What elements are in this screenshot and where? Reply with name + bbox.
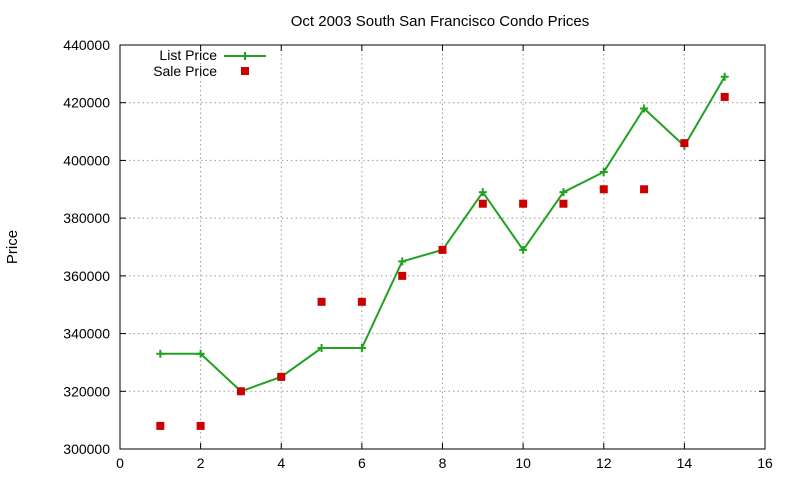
legend-marker-sale-price	[241, 67, 249, 75]
x-tick-label: 4	[277, 455, 285, 471]
sale-price-point	[357, 297, 366, 306]
list-price-point	[156, 349, 165, 358]
legend-label-sale-price: Sale Price	[153, 63, 217, 79]
sale-price-point	[559, 199, 568, 208]
chart-title: Oct 2003 South San Francisco Condo Price…	[291, 13, 590, 30]
x-tick-label: 0	[116, 455, 124, 471]
sale-price-point	[478, 199, 487, 208]
y-tick-label: 400000	[63, 152, 110, 168]
list-price-point	[640, 104, 649, 113]
sale-price-point	[640, 185, 649, 194]
sale-price-point	[519, 199, 528, 208]
sale-price-point	[438, 245, 447, 254]
sale-price-point	[680, 139, 689, 148]
sale-price-point	[720, 92, 729, 101]
y-axis-label: Price	[4, 230, 21, 264]
list-price-point	[478, 188, 487, 197]
y-tick-label: 340000	[63, 326, 110, 342]
x-tick-labels: 0 2 4 6 8 10 12 14 16	[116, 455, 773, 471]
sale-price-point	[156, 421, 165, 430]
sale-price-point	[236, 387, 245, 396]
axis-ticks	[119, 44, 766, 450]
list-price-point	[196, 349, 205, 358]
x-tick-label: 12	[596, 455, 612, 471]
series	[156, 72, 729, 430]
y-tick-label: 300000	[63, 441, 110, 457]
x-tick-label: 10	[515, 455, 531, 471]
list-price-point	[559, 188, 568, 197]
x-tick-label: 14	[677, 455, 693, 471]
list-price-point	[317, 344, 326, 352]
y-tick-label: 320000	[63, 383, 110, 399]
sale-price-point	[398, 271, 407, 280]
x-tick-label: 2	[197, 455, 205, 471]
sale-price-point	[599, 185, 608, 194]
y-tick-labels: 300000 320000 340000 360000 380000 400000 4200…	[63, 37, 110, 457]
y-tick-label: 360000	[63, 268, 110, 284]
list-price-point	[720, 72, 729, 81]
legend: List Price Sale Price	[153, 47, 266, 79]
sale-price-point	[196, 421, 205, 430]
legend-marker-list-price	[241, 52, 249, 60]
list-price-point	[398, 257, 407, 266]
x-tick-label: 6	[358, 455, 366, 471]
list-price-point	[519, 245, 528, 254]
y-tick-label: 440000	[63, 37, 110, 53]
sale-price-point	[317, 297, 326, 306]
x-tick-label: 16	[757, 455, 773, 471]
sale-price-point	[277, 372, 286, 381]
y-tick-label: 380000	[63, 210, 110, 226]
list-price-point	[599, 167, 608, 176]
legend-label-list-price: List Price	[159, 47, 217, 63]
y-tick-label: 420000	[63, 95, 110, 111]
list-price-point	[357, 344, 366, 352]
x-tick-label: 8	[439, 455, 447, 471]
